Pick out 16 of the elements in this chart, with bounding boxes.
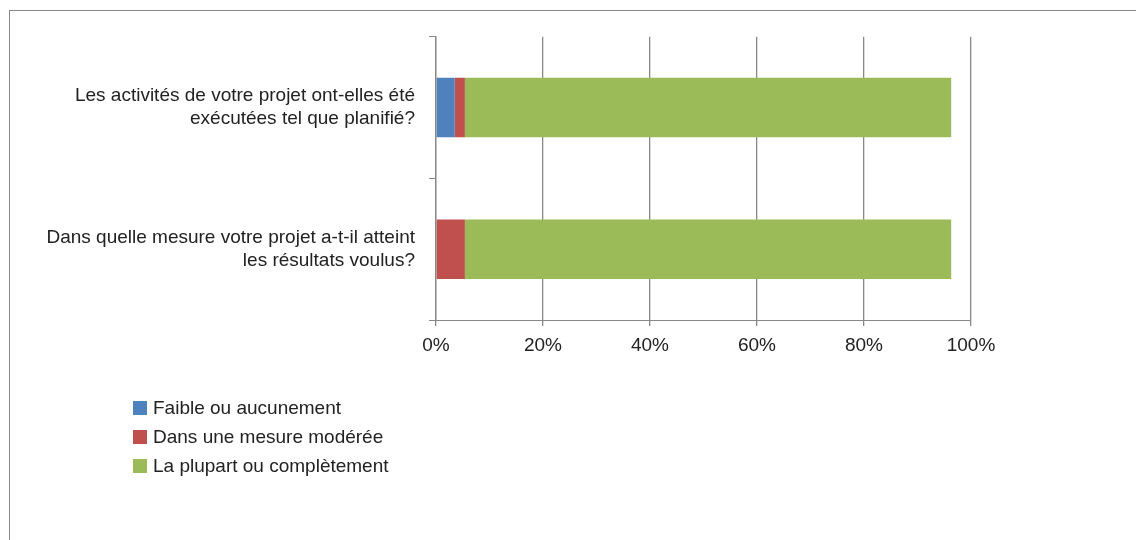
y-tick-label: Dans quelle mesure votre projet a-t-il atteint les résultats voulus? bbox=[46, 226, 416, 270]
bar bbox=[454, 77, 465, 138]
bar bbox=[464, 219, 952, 279]
legend-label: La plupart ou complètement bbox=[153, 455, 389, 476]
x-tick-label: 60% bbox=[737, 333, 777, 355]
x-tick-label: 20% bbox=[523, 333, 563, 355]
x-tick-label: 40% bbox=[630, 333, 670, 355]
x-tick-label: 100% bbox=[946, 333, 996, 355]
bar bbox=[464, 77, 952, 138]
bar bbox=[436, 219, 465, 279]
legend-label: Dans une mesure modérée bbox=[153, 426, 384, 447]
bar bbox=[436, 77, 455, 138]
x-tick-label: 80% bbox=[844, 333, 884, 355]
y-tick-label: Les activités de votre projet ont-elles été exécutées tel que planifié? bbox=[74, 84, 415, 129]
legend-label: Faible ou aucunement bbox=[153, 397, 342, 418]
x-tick-label: 0% bbox=[422, 333, 450, 355]
